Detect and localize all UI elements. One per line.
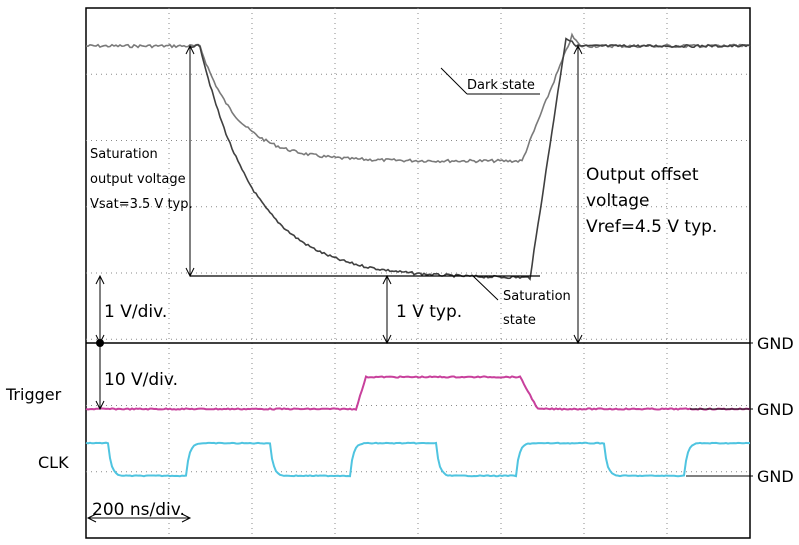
time-scale-label: 200 ns/div. bbox=[92, 500, 185, 520]
trigger-scale-label: 10 V/div. bbox=[104, 370, 178, 390]
dark-state-label: Dark state bbox=[467, 78, 535, 93]
offset-label-3: Vref=4.5 V typ. bbox=[586, 217, 717, 237]
trace-trigger bbox=[85, 375, 751, 411]
offset-label-1: Output offset bbox=[586, 165, 699, 185]
output-scale-label: 1 V/div. bbox=[104, 302, 167, 322]
one-v-typ-label: 1 V typ. bbox=[396, 302, 462, 322]
saturation-state-label-1: Saturation bbox=[503, 289, 571, 304]
clk-channel-label: CLK bbox=[38, 453, 69, 472]
saturation-state-label-2: state bbox=[503, 313, 536, 328]
sat-output-label-2: output voltage bbox=[90, 172, 186, 187]
sat-output-label-3: Vsat=3.5 V typ. bbox=[90, 197, 193, 212]
gnd-label-clk: GND bbox=[757, 467, 794, 486]
gnd-label-output: GND bbox=[757, 334, 794, 353]
trace-clk bbox=[85, 441, 751, 478]
arrows bbox=[86, 44, 583, 523]
sat-output-label-1: Saturation bbox=[90, 147, 158, 162]
trigger-channel-label: Trigger bbox=[5, 385, 62, 404]
offset-label-2: voltage bbox=[586, 191, 650, 211]
gnd-label-trigger: GND bbox=[757, 400, 794, 419]
